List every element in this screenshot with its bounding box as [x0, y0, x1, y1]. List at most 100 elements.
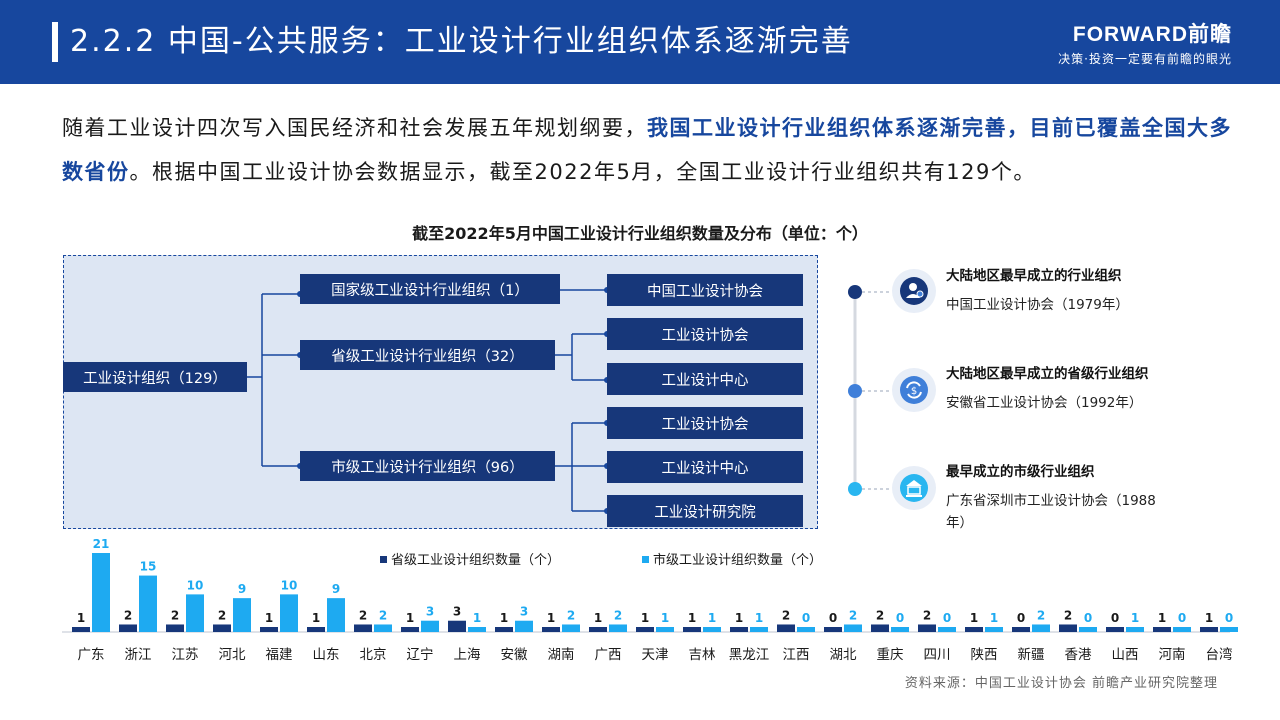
- tree-leaf-municipal-association: 工业设计协会: [607, 407, 803, 439]
- tree-leaf-municipal-institute: 工业设计研究院: [607, 495, 803, 527]
- page-title: 2.2.2 中国-公共服务：工业设计行业组织体系逐渐完善: [70, 24, 853, 59]
- bar-value-municipal-12: 1: [661, 611, 669, 625]
- bar-municipal-17: [891, 627, 909, 632]
- tree-leaf-national-association: 中国工业设计协会: [607, 274, 803, 306]
- bar-municipal-5: [327, 598, 345, 632]
- x-tick-label-18: 四川: [924, 647, 951, 663]
- tree-leaf-provincial-association: 工业设计协会: [607, 318, 803, 350]
- bar-municipal-21: [1079, 627, 1097, 632]
- person-badge-icon: [892, 269, 936, 313]
- x-tick-label-1: 浙江: [125, 647, 152, 663]
- bar-value-municipal-17: 0: [896, 611, 904, 625]
- bar-municipal-13: [703, 627, 721, 632]
- bar-value-provincial-24: 1: [1205, 611, 1213, 625]
- bar-value-provincial-13: 1: [688, 611, 696, 625]
- bar-municipal-12: [656, 627, 674, 632]
- header-banner: 2.2.2 中国-公共服务：工业设计行业组织体系逐渐完善: [0, 0, 1280, 84]
- intro-text-1: 随着工业设计四次写入国民经济和社会发展五年规划纲要，: [62, 116, 647, 140]
- bar-municipal-3: [233, 598, 251, 632]
- bar-municipal-10: [562, 624, 580, 632]
- bar-value-municipal-4: 10: [281, 578, 298, 592]
- bar-value-provincial-6: 2: [359, 608, 367, 622]
- bar-provincial-6: [354, 624, 372, 632]
- chart-title: 截至2022年5月中国工业设计行业组织数量及分布（单位：个）: [412, 224, 868, 243]
- bar-provincial-1: [119, 624, 137, 632]
- bar-value-provincial-7: 1: [406, 611, 414, 625]
- bar-municipal-9: [515, 620, 533, 632]
- bar-provincial-18: [918, 624, 936, 632]
- x-tick-label-13: 吉林: [689, 647, 717, 663]
- timeline-dot-2: [848, 384, 862, 398]
- intro-highlight: 我国工业设计行业组织体系逐渐完善，目前已覆盖全国大多数省份: [62, 116, 1232, 184]
- timeline-dot-1: [848, 285, 862, 299]
- bar-provincial-14: [730, 627, 748, 632]
- bar-provincial-16: [824, 627, 842, 632]
- bar-value-municipal-9: 3: [520, 605, 528, 619]
- x-tick-label-11: 广西: [595, 647, 622, 663]
- x-tick-label-4: 福建: [266, 647, 293, 663]
- bar-provincial-19: [965, 627, 983, 632]
- bar-municipal-24: [1220, 627, 1238, 632]
- x-tick-label-17: 重庆: [877, 647, 904, 663]
- bar-value-provincial-3: 2: [218, 608, 226, 622]
- bar-value-municipal-5: 9: [332, 582, 340, 596]
- x-tick-label-7: 辽宁: [407, 646, 434, 663]
- legend-swatch-1: [642, 556, 649, 563]
- x-tick-label-23: 河南: [1159, 647, 1186, 663]
- bar-municipal-20: [1032, 624, 1050, 632]
- x-tick-label-15: 江西: [783, 647, 810, 663]
- bar-provincial-20: [1012, 627, 1030, 632]
- timeline-desc-1: 中国工业设计协会（1979年）: [946, 297, 1129, 313]
- timeline-title-1: 大陆地区最早成立的行业组织: [946, 268, 1122, 284]
- x-tick-label-19: 陕西: [971, 647, 998, 663]
- bar-value-municipal-14: 1: [755, 611, 763, 625]
- tree-root-node: 工业设计组织（129）: [63, 362, 247, 392]
- x-tick-label-10: 湖南: [548, 647, 575, 663]
- bar-municipal-16: [844, 624, 862, 632]
- bar-provincial-17: [871, 624, 889, 632]
- bar-value-provincial-14: 1: [735, 611, 743, 625]
- bar-value-provincial-5: 1: [312, 611, 320, 625]
- bar-provincial-10: [542, 627, 560, 632]
- x-tick-label-22: 山西: [1112, 647, 1139, 663]
- bar-municipal-6: [374, 624, 392, 632]
- bar-municipal-4: [280, 594, 298, 632]
- bar-value-provincial-22: 0: [1111, 611, 1119, 625]
- timeline-title-3: 最早成立的市级行业组织: [946, 464, 1095, 480]
- bar-value-municipal-11: 2: [614, 608, 622, 622]
- bar-value-municipal-13: 1: [708, 611, 716, 625]
- bar-value-provincial-12: 1: [641, 611, 649, 625]
- tree-leaf-provincial-center: 工业设计中心: [607, 363, 803, 395]
- intro-paragraph: 随着工业设计四次写入国民经济和社会发展五年规划纲要，我国工业设计行业组织体系逐渐…: [62, 106, 1232, 194]
- bar-municipal-2: [186, 594, 204, 632]
- bar-municipal-19: [985, 627, 1003, 632]
- bar-value-municipal-21: 0: [1084, 611, 1092, 625]
- bar-municipal-7: [421, 620, 439, 632]
- x-tick-label-2: 江苏: [172, 647, 199, 663]
- bar-value-provincial-19: 1: [970, 611, 978, 625]
- x-tick-label-9: 安徽: [501, 647, 529, 663]
- bar-value-municipal-2: 10: [187, 578, 204, 592]
- exchange-icon: $: [892, 368, 936, 412]
- x-tick-label-16: 湖北: [830, 647, 858, 663]
- bar-provincial-4: [260, 627, 278, 632]
- bar-value-provincial-1: 2: [124, 608, 132, 622]
- bar-municipal-15: [797, 627, 815, 632]
- bar-municipal-22: [1126, 627, 1144, 632]
- x-tick-label-0: 广东: [78, 647, 105, 663]
- tree-node-provincial: 省级工业设计行业组织（32）: [300, 340, 555, 370]
- intro-text-2: 。根据中国工业设计协会数据显示，截至2022年5月，全国工业设计行业组织共有12…: [129, 160, 1036, 184]
- bar-provincial-15: [777, 624, 795, 632]
- brand-logo: FORWARD前瞻: [1072, 23, 1232, 46]
- bar-municipal-23: [1173, 627, 1191, 632]
- bar-value-provincial-11: 1: [594, 611, 602, 625]
- tree-leaf-municipal-center: 工业设计中心: [607, 451, 803, 483]
- bar-provincial-13: [683, 627, 701, 632]
- bar-value-provincial-23: 1: [1158, 611, 1166, 625]
- bar-provincial-11: [589, 627, 607, 632]
- bar-value-municipal-22: 1: [1131, 611, 1139, 625]
- bar-value-municipal-15: 0: [802, 611, 810, 625]
- bar-municipal-8: [468, 627, 486, 632]
- bar-value-provincial-2: 2: [171, 608, 179, 622]
